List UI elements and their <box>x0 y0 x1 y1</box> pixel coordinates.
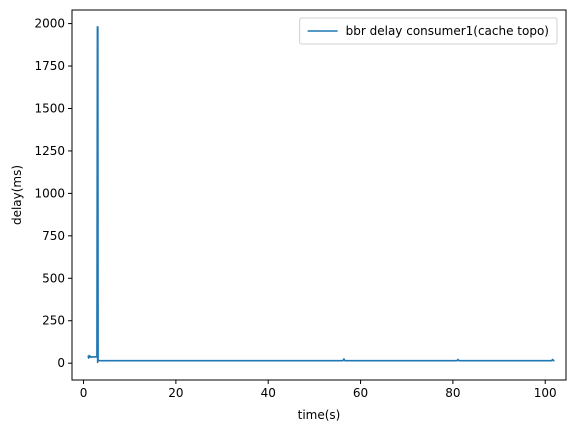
x-tick-label: 20 <box>168 386 183 400</box>
legend-label: bbr delay consumer1(cache topo) <box>346 24 549 38</box>
y-axis-label: delay(ms) <box>10 165 24 225</box>
legend-box <box>299 17 558 45</box>
y-axis: 0 250 500 750 1000 1250 1500 1750 2000 <box>34 17 72 370</box>
y-tick-label: 1000 <box>34 186 65 200</box>
y-tick-label: 2000 <box>34 17 65 31</box>
y-tick-label: 0 <box>57 356 65 370</box>
x-tick-label: 40 <box>261 386 276 400</box>
x-tick-label: 100 <box>534 386 557 400</box>
plot-frame <box>71 9 567 381</box>
series-line-0 <box>87 26 555 364</box>
y-tick-label: 1500 <box>34 101 65 115</box>
y-tick-label: 1750 <box>34 59 65 73</box>
x-tick-label: 60 <box>353 386 368 400</box>
x-axis-label: time(s) <box>298 408 341 422</box>
y-tick-label: 250 <box>42 314 65 328</box>
x-axis: 0 20 40 60 80 100 <box>80 380 557 400</box>
plot-area <box>87 26 555 364</box>
y-tick-label: 750 <box>42 229 65 243</box>
x-tick-label: 80 <box>445 386 460 400</box>
y-tick-label: 1250 <box>34 144 65 158</box>
x-tick-label: 0 <box>80 386 88 400</box>
legend: bbr delay consumer1(cache topo) <box>299 17 558 45</box>
y-tick-label: 500 <box>42 271 65 285</box>
